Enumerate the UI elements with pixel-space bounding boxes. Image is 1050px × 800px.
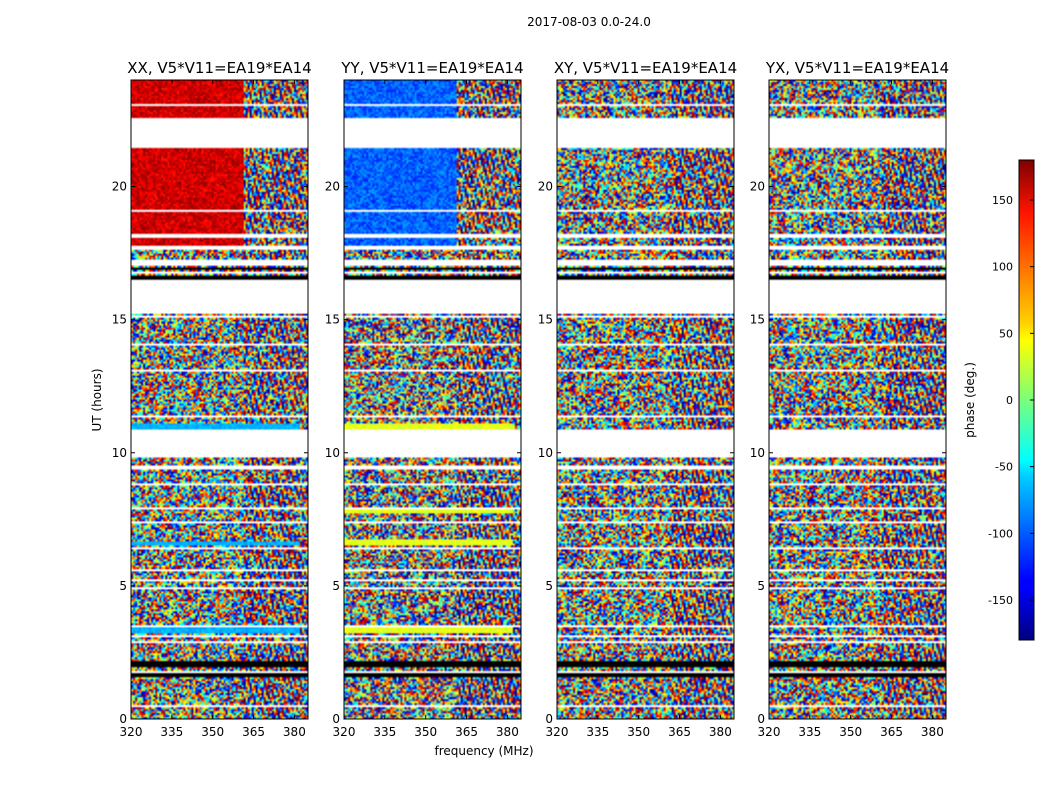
panel-title: YY, V5*V11=EA19*EA14: [340, 59, 523, 77]
colorbar-tick-label: 0: [1006, 394, 1013, 407]
colorbar-tick-label: 100: [992, 261, 1013, 274]
x-tick-label: 365: [668, 725, 691, 739]
x-tick-label: 350: [627, 725, 650, 739]
x-tick-label: 335: [586, 725, 609, 739]
y-tick-label: 0: [545, 712, 553, 726]
colorbar-tick-label: -50: [995, 461, 1013, 474]
panel-title: XX, V5*V11=EA19*EA14: [127, 59, 311, 77]
panels: XX, V5*V11=EA19*EA14 320 335 350 365 380 0 5 10 1…: [112, 59, 949, 739]
colorbar-tick-label: 150: [992, 194, 1013, 207]
y-axis-label: UT (hours): [90, 368, 104, 431]
x-tick-label: 380: [709, 725, 732, 739]
suptitle: 2017-08-03 0.0-24.0: [527, 15, 651, 29]
panel-4: YX, V5*V11=EA19*EA14 320 335 350 365 380 0 5 10 1…: [750, 59, 949, 739]
x-tick-label: 365: [455, 725, 478, 739]
x-tick-label: 350: [201, 725, 224, 739]
panel-heatmap: [769, 80, 946, 719]
panel-frame: [130, 79, 309, 720]
x-tick-label: 335: [373, 725, 396, 739]
colorbar: -150 -100 -50 0 50 100 150 phase (deg.): [963, 159, 1035, 641]
x-tick-label: 365: [880, 725, 903, 739]
y-tick-label: 15: [750, 313, 765, 327]
y-tick-label: 10: [538, 446, 553, 460]
y-tick-label: 5: [119, 579, 127, 593]
x-tick-label: 365: [242, 725, 265, 739]
x-tick-label: 320: [546, 725, 569, 739]
y-tick-label: 0: [757, 712, 765, 726]
y-tick-label: 10: [750, 446, 765, 460]
y-tick-label: 20: [325, 180, 340, 194]
y-tick-label: 20: [538, 180, 553, 194]
colorbar-tick-label: -150: [988, 594, 1013, 607]
y-tick-label: 15: [112, 313, 127, 327]
panel-3: XY, V5*V11=EA19*EA14 320 335 350 365 380 0 5 10 1…: [538, 59, 737, 739]
y-tick-label: 10: [112, 446, 127, 460]
y-tick-label: 5: [332, 579, 340, 593]
y-tick-label: 10: [325, 446, 340, 460]
panel-2: YY, V5*V11=EA19*EA14 320 335 350 365 380 0 5 10 1…: [325, 59, 524, 739]
panel-heatmap: [344, 80, 521, 719]
y-tick-label: 20: [112, 180, 127, 194]
panel-heatmap: [557, 80, 734, 719]
y-tick-label: 0: [119, 712, 127, 726]
x-tick-label: 350: [839, 725, 862, 739]
y-tick-label: 15: [538, 313, 553, 327]
y-tick-label: 5: [545, 579, 553, 593]
panel-heatmap: [131, 80, 308, 719]
panel-1: XX, V5*V11=EA19*EA14 320 335 350 365 380 0 5 10 1…: [112, 59, 312, 739]
panel-frame: [768, 79, 947, 720]
colorbar-tick-label: 50: [999, 327, 1013, 340]
y-tick-label: 20: [750, 180, 765, 194]
x-tick-label: 320: [758, 725, 781, 739]
x-tick-label: 320: [120, 725, 143, 739]
y-tick-label: 0: [332, 712, 340, 726]
colorbar-ticks: -150 -100 -50 0 50 100 150: [988, 194, 1034, 607]
x-tick-label: 335: [798, 725, 821, 739]
x-tick-label: 380: [496, 725, 519, 739]
x-tick-label: 380: [921, 725, 944, 739]
x-tick-label: 350: [414, 725, 437, 739]
panel-title: YX, V5*V11=EA19*EA14: [765, 59, 949, 77]
panel-frame: [556, 79, 735, 720]
x-tick-label: 380: [283, 725, 306, 739]
panel-frame: [343, 79, 522, 720]
y-tick-label: 15: [325, 313, 340, 327]
x-axis-label: frequency (MHz): [434, 744, 533, 758]
colorbar-label: phase (deg.): [963, 362, 977, 438]
x-tick-label: 335: [160, 725, 183, 739]
y-tick-label: 5: [757, 579, 765, 593]
x-tick-label: 320: [333, 725, 356, 739]
colorbar-tick-label: -100: [988, 527, 1013, 540]
panel-title: XY, V5*V11=EA19*EA14: [554, 59, 737, 77]
